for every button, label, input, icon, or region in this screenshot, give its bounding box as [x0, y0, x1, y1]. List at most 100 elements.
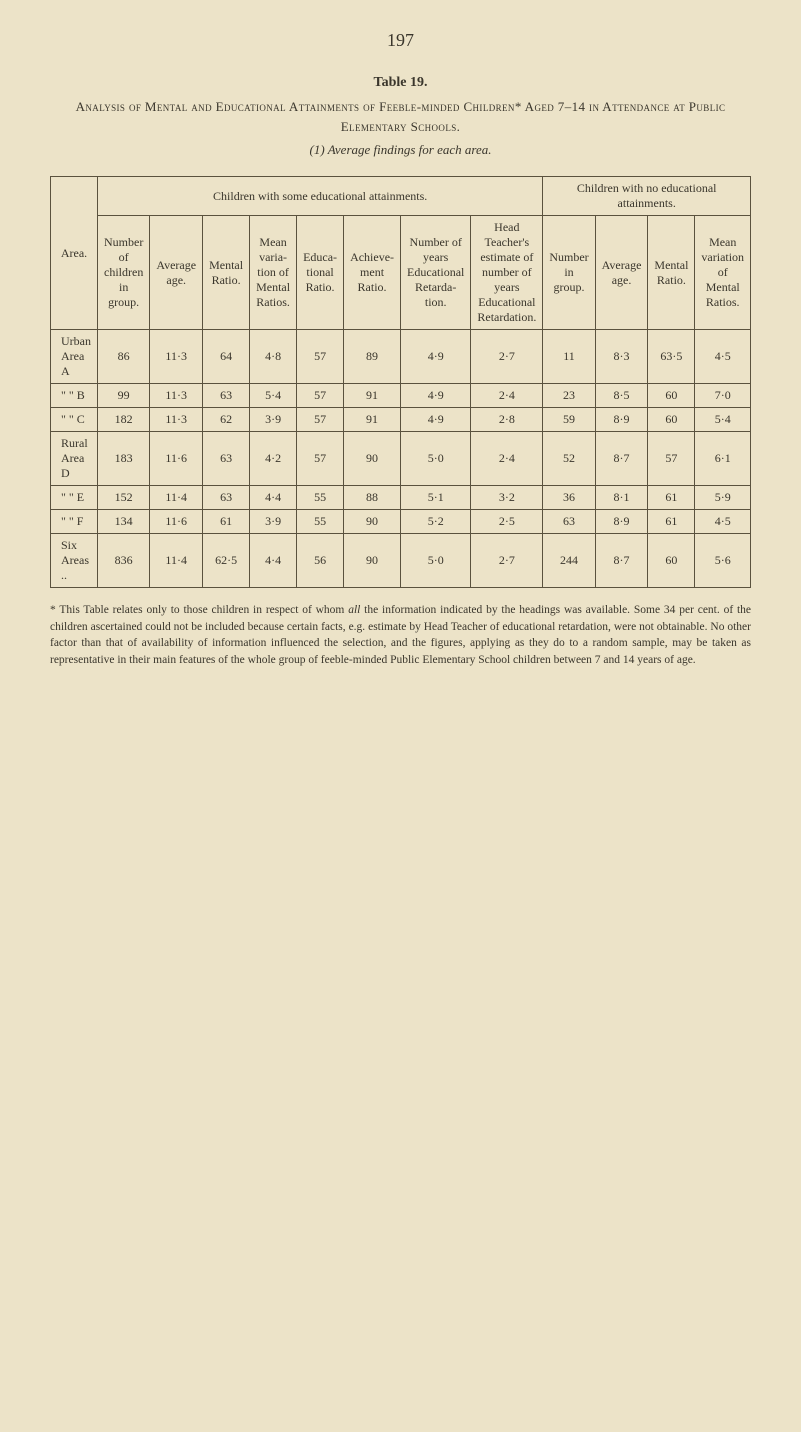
cell-value: 99: [98, 384, 150, 408]
cell-value: 57: [297, 408, 344, 432]
cell-value: 62·5: [203, 534, 250, 588]
cell-value: 86: [98, 330, 150, 384]
table-row: " " E15211·4634·455885·13·2368·1615·9: [51, 486, 751, 510]
cell-value: 63: [203, 384, 250, 408]
cell-value: 5·9: [695, 486, 751, 510]
cell-value: 182: [98, 408, 150, 432]
cell-value: 4·5: [695, 510, 751, 534]
cell-value: 2·8: [471, 408, 543, 432]
group-with-edu: Children with some educational attainmen…: [98, 177, 543, 216]
cell-area: " " B: [51, 384, 98, 408]
sub-title: (1) Average findings for each area.: [50, 142, 751, 158]
cell-value: 4·5: [695, 330, 751, 384]
page-number: 197: [50, 30, 751, 51]
cell-value: 5·4: [250, 384, 297, 408]
group-no-edu: Children with no educational attainments…: [543, 177, 751, 216]
cell-value: 4·8: [250, 330, 297, 384]
table-number: Table 19.: [50, 75, 751, 91]
col-c9: Number in group.: [543, 216, 595, 330]
cell-value: 55: [297, 510, 344, 534]
cell-value: 61: [203, 510, 250, 534]
cell-value: 183: [98, 432, 150, 486]
cell-value: 134: [98, 510, 150, 534]
cell-area: " " E: [51, 486, 98, 510]
cell-value: 5·1: [401, 486, 471, 510]
cell-value: 8·7: [595, 534, 648, 588]
cell-value: 61: [648, 510, 695, 534]
cell-value: 8·9: [595, 408, 648, 432]
cell-value: 8·7: [595, 432, 648, 486]
cell-value: 11·6: [150, 510, 203, 534]
cell-value: 63: [203, 432, 250, 486]
col-c5: Educa-tional Ratio.: [297, 216, 344, 330]
cell-value: 90: [344, 432, 401, 486]
cell-value: 11·6: [150, 432, 203, 486]
col-c8: Head Teacher's estimate of number of yea…: [471, 216, 543, 330]
cell-value: 8·5: [595, 384, 648, 408]
cell-value: 62: [203, 408, 250, 432]
cell-value: 11·3: [150, 384, 203, 408]
cell-value: 90: [344, 510, 401, 534]
cell-value: 4·2: [250, 432, 297, 486]
cell-value: 89: [344, 330, 401, 384]
footnote: * This Table relates only to those child…: [50, 602, 751, 669]
cell-area: " " F: [51, 510, 98, 534]
cell-area: Rural Area D: [51, 432, 98, 486]
cell-value: 60: [648, 384, 695, 408]
table-row: Urban Area A8611·3644·857894·92·7118·363…: [51, 330, 751, 384]
cell-value: 11·4: [150, 486, 203, 510]
cell-value: 36: [543, 486, 595, 510]
cell-value: 90: [344, 534, 401, 588]
col-c10: Average age.: [595, 216, 648, 330]
col-c2: Average age.: [150, 216, 203, 330]
cell-value: 11·4: [150, 534, 203, 588]
table-row: " " F13411·6613·955905·22·5638·9614·5: [51, 510, 751, 534]
table-row: " " C18211·3623·957914·92·8598·9605·4: [51, 408, 751, 432]
cell-value: 5·6: [695, 534, 751, 588]
cell-area: " " C: [51, 408, 98, 432]
cell-value: 63: [203, 486, 250, 510]
table-row: " " B9911·3635·457914·92·4238·5607·0: [51, 384, 751, 408]
cell-value: 23: [543, 384, 595, 408]
cell-value: 11·3: [150, 330, 203, 384]
cell-value: 57: [297, 384, 344, 408]
cell-value: 91: [344, 408, 401, 432]
cell-value: 11·3: [150, 408, 203, 432]
data-table: Area. Children with some educational att…: [50, 176, 751, 588]
main-title: Analysis of Mental and Educational Attai…: [50, 97, 751, 136]
col-c7: Number of years Educational Retarda-tion…: [401, 216, 471, 330]
col-area: Area.: [51, 177, 98, 330]
cell-value: 152: [98, 486, 150, 510]
title-block: Table 19. Analysis of Mental and Educati…: [50, 75, 751, 136]
cell-value: 2·4: [471, 432, 543, 486]
cell-area: Urban Area A: [51, 330, 98, 384]
cell-value: 91: [344, 384, 401, 408]
cell-value: 63: [543, 510, 595, 534]
col-c12: Mean variation of Mental Ratios.: [695, 216, 751, 330]
cell-value: 244: [543, 534, 595, 588]
cell-value: 3·9: [250, 408, 297, 432]
cell-value: 6·1: [695, 432, 751, 486]
cell-value: 4·9: [401, 330, 471, 384]
cell-value: 3·9: [250, 510, 297, 534]
cell-value: 8·1: [595, 486, 648, 510]
cell-value: 4·4: [250, 486, 297, 510]
cell-value: 4·4: [250, 534, 297, 588]
cell-value: 4·9: [401, 384, 471, 408]
cell-value: 5·0: [401, 534, 471, 588]
cell-value: 3·2: [471, 486, 543, 510]
cell-value: 57: [297, 432, 344, 486]
cell-value: 56: [297, 534, 344, 588]
cell-value: 52: [543, 432, 595, 486]
col-c6: Achieve-ment Ratio.: [344, 216, 401, 330]
table-row: Rural Area D18311·6634·257905·02·4528·75…: [51, 432, 751, 486]
cell-value: 61: [648, 486, 695, 510]
cell-value: 59: [543, 408, 595, 432]
cell-value: 57: [297, 330, 344, 384]
cell-value: 2·7: [471, 330, 543, 384]
cell-value: 57: [648, 432, 695, 486]
cell-value: 55: [297, 486, 344, 510]
cell-value: 4·9: [401, 408, 471, 432]
cell-value: 64: [203, 330, 250, 384]
cell-value: 5·2: [401, 510, 471, 534]
